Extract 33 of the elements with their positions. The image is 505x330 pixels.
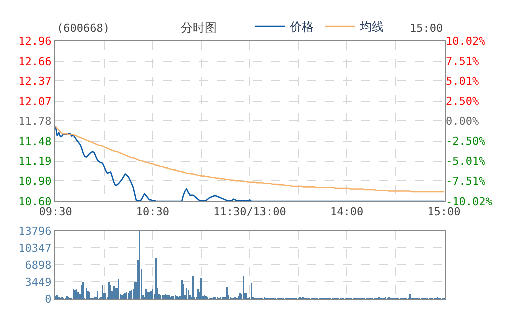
x-tick-label: 10:30 bbox=[136, 206, 170, 219]
legend-label: 价格 bbox=[289, 20, 314, 34]
y2-tick-label: 0.00% bbox=[446, 115, 480, 128]
x-tick-label: 11:30/13:00 bbox=[214, 206, 286, 219]
y-tick-label: 13796 bbox=[18, 224, 52, 238]
y-tick-label: 10.60 bbox=[18, 195, 52, 208]
text: 15:00 bbox=[410, 22, 444, 35]
x-tick-label: 09:30 bbox=[39, 206, 72, 219]
chart-title: (600668) bbox=[57, 22, 110, 35]
y-tick-label: 12.37 bbox=[18, 74, 52, 88]
x-tick-label: 15:00 bbox=[428, 206, 461, 219]
y-tick-label: 10.90 bbox=[18, 174, 52, 188]
y-tick-label: 11.48 bbox=[18, 135, 52, 148]
y2-tick-label: -5.01% bbox=[446, 155, 486, 168]
y-tick-label: 3449 bbox=[25, 276, 52, 289]
y-tick-label: 11.19 bbox=[18, 155, 52, 168]
y2-tick-label: 7.51% bbox=[446, 54, 480, 68]
y2-tick-label: 10.02% bbox=[446, 34, 486, 48]
y2-tick-label: 2.50% bbox=[446, 95, 480, 108]
x-tick-label: 14:00 bbox=[330, 206, 364, 219]
y2-tick-label: -10.02% bbox=[446, 195, 493, 208]
chart-subtitle: 分时图 bbox=[181, 21, 217, 35]
y-tick-label: 12.66 bbox=[18, 55, 52, 68]
y-tick-label: 0 bbox=[45, 292, 52, 306]
y-tick-label: 6898 bbox=[25, 258, 52, 272]
legend-label: 均线 bbox=[359, 20, 384, 34]
y2-tick-label: 5.01% bbox=[446, 74, 480, 88]
y2-tick-label: -7.51% bbox=[446, 175, 486, 188]
y-tick-label: 12.07 bbox=[18, 95, 52, 108]
y-tick-label: 12.96 bbox=[18, 34, 52, 48]
y2-tick-label: -2.50% bbox=[446, 135, 486, 148]
y-tick-label: 11.78 bbox=[18, 115, 52, 128]
y-tick-label: 10347 bbox=[18, 242, 52, 255]
